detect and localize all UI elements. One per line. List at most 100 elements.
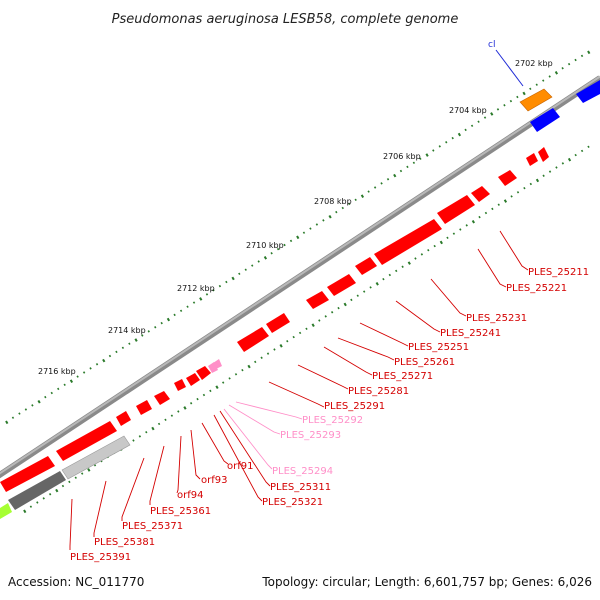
gene-label: PLES_25211 <box>528 267 589 278</box>
scale-label: 2702 kbp <box>515 59 553 68</box>
tick-mark <box>337 306 340 310</box>
tick-mark <box>561 67 564 70</box>
tick-mark <box>202 393 206 397</box>
tick-mark <box>74 476 77 479</box>
tick-mark <box>407 261 411 265</box>
tick-mark <box>516 191 520 194</box>
tick-mark <box>63 383 66 387</box>
tick-mark <box>183 406 187 410</box>
tick-mark <box>61 484 65 488</box>
tick-mark <box>298 331 302 335</box>
gene-label: PLES_25221 <box>506 283 567 294</box>
tick-mark <box>121 346 125 350</box>
label-line <box>395 300 441 333</box>
gene-label: PLES_25251 <box>408 342 469 353</box>
gene-label: orf94 <box>177 490 203 501</box>
gene-label: PLES_25261 <box>394 357 455 368</box>
tick-mark <box>44 395 47 399</box>
tick-mark <box>36 501 39 504</box>
gene-arrow <box>374 219 442 265</box>
label-line <box>223 408 273 470</box>
tick-mark <box>574 58 577 62</box>
tick-mark <box>81 472 84 475</box>
tick-mark <box>341 206 344 210</box>
tick-mark <box>388 273 391 277</box>
tick-mark <box>574 153 577 157</box>
blue-feature-right <box>576 80 600 103</box>
tick-mark <box>555 166 558 169</box>
tick-mark <box>548 75 551 78</box>
tick-mark <box>82 371 86 374</box>
scale-labels: 2702 kbp 2704 kbp 2706 kbp 2708 kbp 2710… <box>38 59 553 376</box>
accession-text: Accession: NC_011770 <box>8 575 144 589</box>
tick-mark <box>147 330 150 333</box>
label-line <box>499 230 529 271</box>
tick-mark <box>367 190 370 193</box>
tick-mark <box>29 505 33 508</box>
tick-mark <box>164 418 167 422</box>
tick-mark <box>42 497 45 500</box>
label-lines <box>69 230 529 550</box>
tick-mark <box>289 239 293 243</box>
tick-mark <box>386 178 390 181</box>
tick-mark <box>215 385 219 390</box>
gene-arrow <box>116 411 131 426</box>
label-line <box>228 404 281 435</box>
tick-mark <box>93 464 97 467</box>
tick-mark <box>567 157 572 162</box>
tick-mark <box>490 112 494 116</box>
gene-label: PLES_25294 <box>272 466 333 477</box>
tick-mark <box>328 214 332 219</box>
tick-mark <box>5 420 9 425</box>
tick-mark <box>318 319 321 322</box>
tick-mark <box>173 313 176 317</box>
label-line <box>359 322 409 347</box>
tick-mark <box>196 397 199 401</box>
gene-arrow <box>0 456 55 492</box>
gene-label: PLES_25241 <box>440 328 501 339</box>
gene-label: PLES_25371 <box>122 521 183 532</box>
tick-mark <box>373 186 377 189</box>
gene-labels: PLES_25211 PLES_25221 PLES_25231 PLES_25… <box>70 267 589 563</box>
tick-mark <box>535 83 538 86</box>
tick-mark <box>199 297 203 301</box>
tick-mark <box>406 165 409 169</box>
tick-mark <box>529 182 532 186</box>
tick-mark <box>459 228 462 231</box>
gene-label: PLES_25361 <box>150 506 211 517</box>
tick-mark <box>503 199 508 203</box>
gene-arrow <box>538 147 549 162</box>
gene-label: PLES_25281 <box>348 386 409 397</box>
tick-mark <box>238 272 241 276</box>
tick-mark <box>270 252 273 255</box>
pseudogene-arrows <box>208 359 222 373</box>
gene-arrow <box>526 153 538 166</box>
tick-mark <box>420 253 424 256</box>
tick-mark <box>157 422 161 426</box>
tick-mark <box>445 141 448 144</box>
tick-mark <box>414 257 417 260</box>
label-line <box>176 435 182 494</box>
label-line <box>201 422 229 465</box>
tick-mark <box>108 354 112 358</box>
tick-mark <box>425 153 429 157</box>
gene-arrow <box>355 257 377 275</box>
scale-label: 2710 kbp <box>246 241 284 250</box>
orange-feature <box>519 88 553 112</box>
tick-mark <box>497 203 500 206</box>
tick-mark <box>335 210 338 214</box>
tick-mark <box>228 377 231 380</box>
tick-mark <box>399 169 403 173</box>
pseudogene-arrow <box>208 362 218 373</box>
tick-mark <box>324 315 327 318</box>
tick-mark <box>309 227 312 230</box>
tick-mark <box>283 243 286 247</box>
gene-arrow <box>136 400 152 415</box>
label-line <box>477 248 507 288</box>
tick-mark <box>95 363 99 366</box>
tick-mark <box>55 488 59 493</box>
tick-mark <box>535 178 540 183</box>
tick-mark <box>166 317 171 322</box>
gene-arrow <box>437 195 475 224</box>
tick-mark <box>179 309 183 313</box>
